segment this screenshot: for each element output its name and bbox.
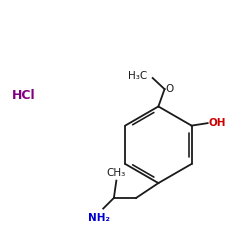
Text: HCl: HCl <box>12 89 36 102</box>
Text: CH₃: CH₃ <box>107 168 126 178</box>
Text: H₃C: H₃C <box>128 70 147 81</box>
Text: OH: OH <box>209 118 226 128</box>
Text: NH₂: NH₂ <box>88 213 110 223</box>
Text: O: O <box>165 84 173 94</box>
